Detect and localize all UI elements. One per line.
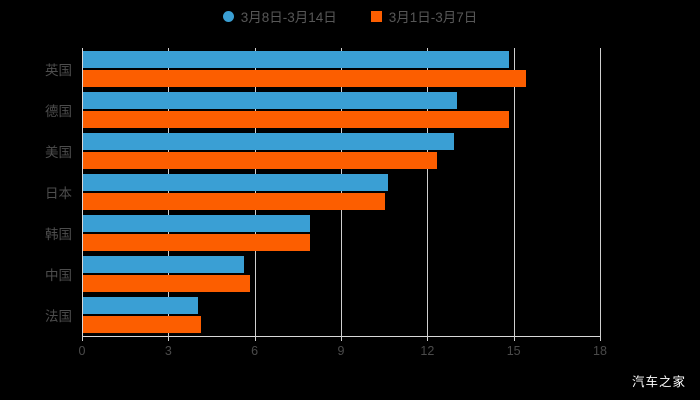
gridline-9: [341, 48, 342, 336]
gridline-6: [254, 48, 256, 336]
x-tick-label-3: 3: [164, 344, 172, 358]
y-axis-label-美国: 美国: [45, 144, 72, 160]
legend-circle-marker-icon: [222, 10, 234, 22]
bar-韩国-series-1[interactable]: [83, 234, 311, 252]
chart-legend: 3月8日-3月14日 3月1日-3月7日: [0, 6, 700, 26]
bar-法国-series-0[interactable]: [83, 297, 199, 315]
gridline-3: [168, 48, 170, 336]
y-axis-label-韩国: 韩国: [45, 227, 72, 243]
bar-英国-series-1[interactable]: [83, 69, 527, 87]
bar-德国-series-1[interactable]: [83, 110, 509, 128]
bar-美国-series-1[interactable]: [83, 151, 437, 169]
x-tick-label-0: 0: [78, 344, 86, 358]
bar-日本-series-1[interactable]: [83, 193, 386, 210]
bar-美国-series-0[interactable]: [83, 132, 455, 150]
x-tick-mark-18: [600, 336, 601, 341]
x-tick-mark-9: [341, 336, 342, 341]
bar-德国-series-0[interactable]: [83, 91, 458, 109]
legend-square-marker-icon: [370, 10, 382, 22]
watermark: 汽车之家: [631, 375, 686, 389]
plot-area: 0 3 6 9 12 15 18: [79, 48, 607, 358]
legend-label-0: 3月8日-3月14日: [240, 10, 337, 25]
x-tick-label-9: 9: [337, 344, 345, 358]
gridline-12: [427, 48, 429, 336]
bar-中国-series-0[interactable]: [83, 256, 245, 274]
y-axis-label-中国: 中国: [45, 268, 72, 284]
y-axis-label-法国: 法国: [45, 309, 72, 325]
bar-英国-series-0[interactable]: [83, 50, 509, 68]
x-tick-label-15: 15: [506, 344, 521, 358]
bar-法国-series-1[interactable]: [83, 316, 201, 334]
y-axis-category-labels: 英国德国美国日本韩国中国法国: [0, 48, 72, 336]
gridline-18: [600, 48, 601, 336]
x-tick-label-6: 6: [251, 344, 259, 358]
legend-label-1: 3月1日-3月7日: [388, 10, 478, 25]
gridline-15: [513, 48, 515, 336]
y-axis-label-日本: 日本: [45, 186, 72, 201]
bar-中国-series-1[interactable]: [83, 275, 250, 293]
y-axis-line: [82, 48, 83, 336]
legend-item-0[interactable]: 3月8日-3月14日: [222, 6, 337, 26]
bar-日本-series-0[interactable]: [83, 174, 389, 191]
bar-韩国-series-0[interactable]: [83, 215, 311, 233]
x-tick-mark-15: [513, 336, 515, 341]
y-axis-label-德国: 德国: [45, 103, 72, 119]
x-tick-mark-12: [427, 336, 429, 341]
x-tick-mark-0: [82, 336, 83, 341]
legend-item-1[interactable]: 3月1日-3月7日: [370, 6, 478, 26]
x-tick-label-18: 18: [593, 344, 607, 358]
x-tick-mark-6: [254, 336, 256, 341]
x-tick-label-12: 12: [420, 344, 435, 358]
y-axis-label-英国: 英国: [45, 62, 72, 78]
x-tick-mark-3: [168, 336, 170, 341]
